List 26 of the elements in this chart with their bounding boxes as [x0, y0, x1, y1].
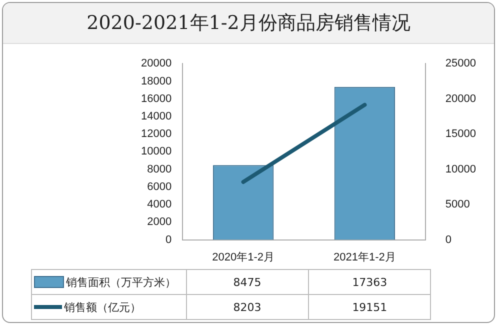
y-tick-label: 12000	[140, 128, 172, 140]
y2-tick-label: 20000	[445, 92, 476, 105]
y2-tick-label: 15000	[445, 128, 476, 140]
y2-tick-label: 25000	[445, 58, 476, 70]
x-tick-label: 2021年1-2月	[334, 251, 396, 264]
y-tick-label: 20000	[140, 58, 172, 70]
data-label: 8203	[186, 294, 308, 320]
chart-title: 2020-2021年1-2月份商品房销售情况	[3, 3, 494, 44]
legend-label: 销售面积（万平方米）	[32, 270, 186, 294]
y2-tick-label: 0	[445, 234, 452, 246]
y-tick-label: 16000	[140, 92, 172, 105]
y-tick-label: 10000	[140, 146, 172, 158]
y-tick-label: 8000	[147, 163, 172, 176]
y-tick-label: 4000	[147, 198, 172, 211]
y2-tick-label: 10000	[445, 163, 476, 176]
y-tick-label: 0	[165, 234, 172, 246]
data-label: 8475	[186, 270, 308, 294]
x-tick-label: 2020年1-2月	[212, 251, 274, 264]
data-label: 17363	[308, 270, 431, 294]
legend-label: 销售额（亿元）	[32, 294, 186, 320]
data-label: 19151	[308, 294, 431, 320]
y-tick-label: 14000	[140, 110, 172, 122]
y-tick-label: 18000	[140, 75, 172, 88]
y2-tick-label: 5000	[445, 198, 470, 211]
y-tick-label: 2000	[147, 216, 172, 228]
y-tick-label: 6000	[147, 180, 172, 193]
